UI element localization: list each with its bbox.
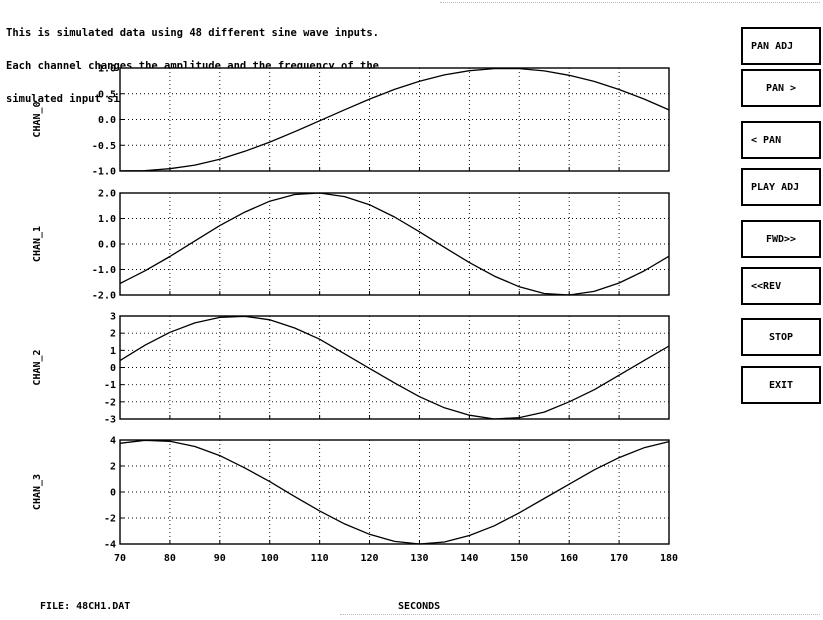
x-tick-label: 180 <box>660 553 678 564</box>
chan-0-ytick-label: 0.0 <box>98 115 116 126</box>
chan-3-axis-label: CHAN_3 <box>32 474 43 510</box>
chan-0-axis-label: CHAN_0 <box>32 101 43 137</box>
chan-0-ytick-label: 0.5 <box>98 89 116 100</box>
x-tick-label: 70 <box>114 553 126 564</box>
chan-1-ytick-label: -1.0 <box>92 265 116 276</box>
chan-2-plot-frame <box>119 315 670 420</box>
chan-1-ytick-label: -2.0 <box>92 291 116 302</box>
reverse-button[interactable]: <<REV <box>741 267 821 305</box>
file-name-label: FILE: 48CH1.DAT <box>40 601 131 612</box>
description-text: This is simulated data using 48 differen… <box>6 6 379 116</box>
exit-button[interactable]: EXIT <box>741 366 821 404</box>
x-axis-label: SECONDS <box>398 601 441 612</box>
chan-2-ytick-label: 3 <box>110 312 116 323</box>
chan-2-axis-label: CHAN_2 <box>32 349 43 385</box>
chan-1-plot-frame <box>119 192 670 296</box>
bottom-dotted-edge <box>340 614 820 615</box>
chan-0-ytick-label: -0.5 <box>92 141 116 152</box>
chan-1-signal-line <box>119 192 670 296</box>
chan-2-signal-line <box>119 315 670 420</box>
pan-right-button[interactable]: PAN > <box>741 69 821 107</box>
x-tick-label: 160 <box>560 553 578 564</box>
chan-0-ytick-label: 1.0 <box>98 64 116 75</box>
x-tick-label: 120 <box>361 553 379 564</box>
chan-3-ytick-label: -4 <box>104 540 116 551</box>
description-line-1: This is simulated data using 48 differen… <box>6 27 379 39</box>
chan-0-signal-line <box>119 67 670 172</box>
x-tick-label: 90 <box>214 553 226 564</box>
chan-1-ytick-label: 1.0 <box>98 214 116 225</box>
chan-3-plot-frame <box>119 439 670 545</box>
chan-1-ytick-label: 2.0 <box>98 189 116 200</box>
x-tick-label: 110 <box>311 553 329 564</box>
x-tick-label: 130 <box>410 553 428 564</box>
x-tick-label: 140 <box>460 553 478 564</box>
chan-2-ytick-label: -3 <box>104 415 116 426</box>
forward-button[interactable]: FWD>> <box>741 220 821 258</box>
x-tick-label: 170 <box>610 553 628 564</box>
x-tick-label: 100 <box>261 553 279 564</box>
chan-3-ytick-label: 2 <box>110 462 116 473</box>
pan-adj-button[interactable]: PAN ADJ <box>741 27 821 65</box>
chan-3-ytick-label: -2 <box>104 514 116 525</box>
play-adj-button[interactable]: PLAY ADJ <box>741 168 821 206</box>
chan-1-ytick-label: 0.0 <box>98 240 116 251</box>
stop-button[interactable]: STOP <box>741 318 821 356</box>
chan-0-ytick-label: -1.0 <box>92 167 116 178</box>
chan-0-plot-frame <box>119 67 670 172</box>
top-dotted-edge <box>440 2 820 3</box>
chan-1-axis-label: CHAN_1 <box>32 226 43 262</box>
chan-2-ytick-label: 1 <box>110 346 116 357</box>
chan-3-ytick-label: 0 <box>110 488 116 499</box>
pan-left-button[interactable]: < PAN <box>741 121 821 159</box>
chan-3-ytick-label: 4 <box>110 436 116 447</box>
chan-2-ytick-label: -1 <box>104 380 116 391</box>
description-line-2: Each channel changes the amplitude and t… <box>6 60 379 72</box>
chan-2-ytick-label: 2 <box>110 329 116 340</box>
chan-2-ytick-label: 0 <box>110 363 116 374</box>
chan-2-ytick-label: -2 <box>104 397 116 408</box>
x-tick-label: 150 <box>510 553 528 564</box>
x-tick-label: 80 <box>164 553 176 564</box>
chan-3-signal-line <box>119 439 670 545</box>
